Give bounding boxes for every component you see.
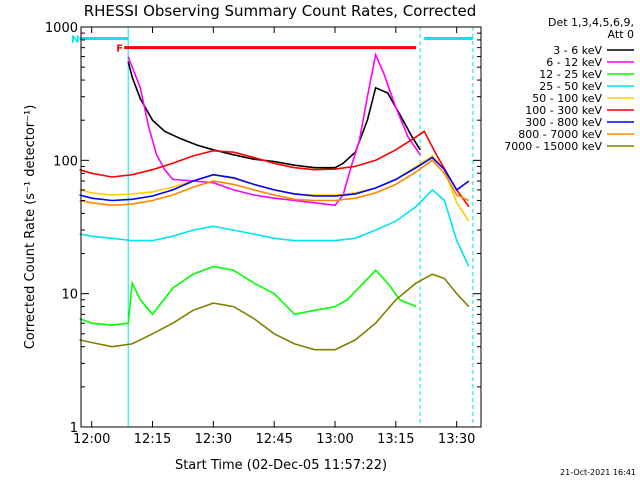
x-axis-label: Start Time (02-Dec-05 11:57:22) [175,458,387,473]
axis-ticks: 12:00 12:15 12:30 12:45 13:00 13:15 13:30 1 10 10… [45,21,481,447]
x-tick-label: 13:30 [438,432,475,447]
series-line-1 [127,52,421,207]
legend-label-0: 3 - 6 keV [553,44,602,57]
y-tick-label: 10 [61,288,78,303]
legend-label-6: 300 - 800 keV [525,116,602,129]
legend-label-4: 50 - 100 keV [532,92,602,105]
y-tick-label: 1000 [45,21,78,36]
legend-label-2: 12 - 25 keV [539,68,602,81]
chart-title: RHESSI Observing Summary Count Rates, Co… [84,2,477,20]
y-tick-label: 1 [70,421,78,436]
legend-label-7: 800 - 7000 keV [518,128,602,141]
flag-label-1: N [71,34,79,45]
series-line-0 [127,61,421,169]
x-tick-label: 13:00 [316,432,353,447]
y-tick-label: 100 [53,154,78,169]
x-tick-label: 12:00 [73,432,110,447]
legend-label-5: 100 - 300 keV [525,104,602,117]
series-line-8 [79,273,470,351]
x-tick-label: 12:15 [134,432,171,447]
series-line-2 [79,265,417,327]
plot-frame [80,26,482,428]
y-axis-label: Corrected Count Rate (s⁻¹ detector⁻¹) [23,105,38,350]
series-line-5 [79,130,470,208]
x-tick-label: 13:15 [377,432,414,447]
legend-label-1: 6 - 12 keV [546,56,602,69]
flag-label-0: F [116,44,123,55]
legend-header-line1: Det 1,3,4,5,6,9, [548,16,634,29]
series-line-3 [79,188,470,267]
legend-header-line2: Att 0 [608,28,634,41]
x-tick-label: 12:45 [255,432,292,447]
plot-area: FN [71,27,474,427]
footer-date: 21-Oct-2021 16:41 [560,468,636,477]
series-line-6 [79,156,470,202]
series-line-7 [79,159,470,207]
legend-label-3: 25 - 50 keV [539,80,602,93]
x-tick-label: 12:30 [195,432,232,447]
legend-label-8: 7000 - 15000 keV [504,140,602,153]
